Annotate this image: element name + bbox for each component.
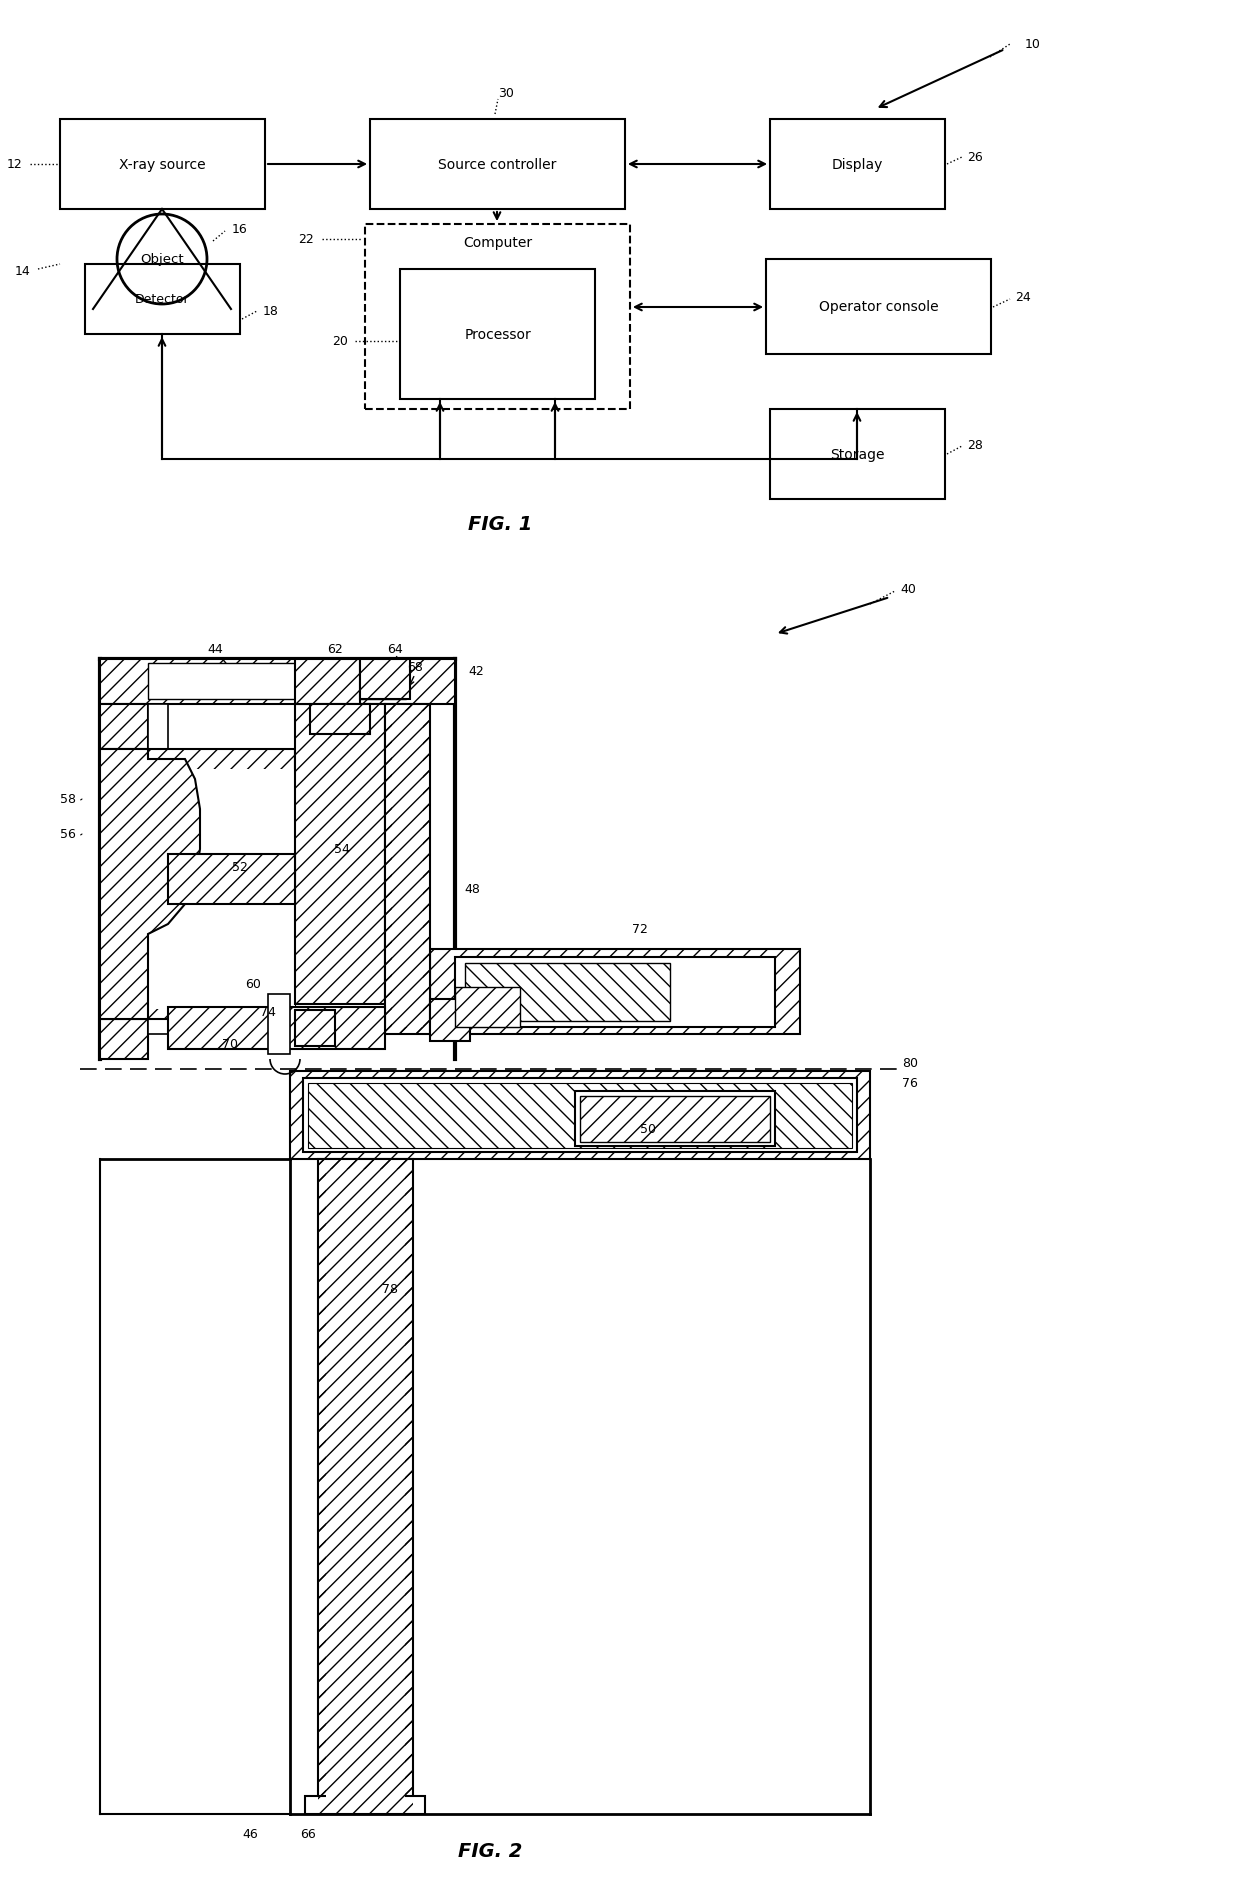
Bar <box>100 659 455 705</box>
Text: 62: 62 <box>327 642 343 655</box>
Text: 70: 70 <box>222 1037 238 1050</box>
Bar <box>317 1160 413 1813</box>
Bar <box>317 1160 413 1813</box>
Text: 22: 22 <box>299 234 314 246</box>
Bar <box>370 119 625 210</box>
Bar <box>295 1011 335 1047</box>
Bar <box>770 410 945 501</box>
Text: 10: 10 <box>1025 38 1040 51</box>
Bar <box>384 705 430 1035</box>
Text: 48: 48 <box>464 882 480 895</box>
Bar <box>326 1169 405 1810</box>
Bar <box>401 270 595 400</box>
Text: 76: 76 <box>901 1077 918 1090</box>
Bar <box>308 1084 852 1149</box>
Bar <box>305 1796 425 1813</box>
Bar <box>430 950 800 1035</box>
Text: 54: 54 <box>334 842 350 856</box>
Text: 16: 16 <box>232 223 248 236</box>
Text: 26: 26 <box>967 151 983 164</box>
Text: 14: 14 <box>14 264 30 278</box>
Bar <box>384 705 430 1035</box>
Text: 40: 40 <box>900 584 916 597</box>
Bar <box>148 769 295 1009</box>
Text: Object: Object <box>140 253 184 266</box>
Bar <box>148 663 405 699</box>
Text: 72: 72 <box>632 924 649 937</box>
Text: 42: 42 <box>469 665 484 678</box>
Text: 50: 50 <box>640 1122 656 1135</box>
Bar <box>580 1096 770 1143</box>
Text: Processor: Processor <box>464 329 531 342</box>
Text: Source controller: Source controller <box>438 159 557 172</box>
Text: 44: 44 <box>207 642 223 655</box>
Text: 18: 18 <box>263 306 279 319</box>
Text: 64: 64 <box>387 642 403 655</box>
Text: 66: 66 <box>300 1827 316 1840</box>
Bar <box>268 994 290 1054</box>
Bar <box>430 999 470 1041</box>
Bar <box>455 988 520 1028</box>
Text: 46: 46 <box>242 1827 258 1840</box>
Text: 20: 20 <box>332 336 348 348</box>
Text: 80: 80 <box>901 1058 918 1069</box>
Bar <box>86 264 241 334</box>
Text: Detector: Detector <box>135 293 190 306</box>
Text: X-ray source: X-ray source <box>119 159 206 172</box>
Bar <box>295 659 360 705</box>
Bar <box>465 963 670 1022</box>
Text: 68: 68 <box>407 661 423 674</box>
Bar <box>303 1079 857 1152</box>
Text: 74: 74 <box>260 1007 277 1018</box>
Text: FIG. 2: FIG. 2 <box>458 1842 522 1861</box>
Bar <box>167 1007 384 1050</box>
Bar <box>392 712 423 1028</box>
Bar <box>100 705 148 1060</box>
Text: 30: 30 <box>498 87 513 100</box>
Text: 60: 60 <box>246 979 260 992</box>
Bar <box>310 705 370 735</box>
Bar <box>770 119 945 210</box>
Bar <box>360 659 410 699</box>
Polygon shape <box>100 750 200 1020</box>
Bar <box>167 854 295 905</box>
Bar <box>766 261 991 355</box>
Bar <box>148 705 167 1035</box>
Text: Display: Display <box>832 159 883 172</box>
Text: 28: 28 <box>967 440 983 451</box>
Text: FIG. 1: FIG. 1 <box>467 516 532 535</box>
Text: 24: 24 <box>1016 291 1030 304</box>
Bar <box>365 225 630 410</box>
Bar <box>100 750 295 1020</box>
Text: Computer: Computer <box>463 236 532 249</box>
Bar <box>60 119 265 210</box>
Text: 12: 12 <box>6 159 22 172</box>
Bar <box>430 950 800 1035</box>
Bar <box>295 705 384 1005</box>
Text: 56: 56 <box>60 827 76 841</box>
Text: Operator console: Operator console <box>818 300 939 314</box>
Text: 52: 52 <box>232 861 248 875</box>
Bar <box>455 958 775 1028</box>
Text: Storage: Storage <box>831 448 885 461</box>
Bar <box>575 1092 775 1147</box>
Bar <box>290 1071 870 1160</box>
Text: 78: 78 <box>382 1283 398 1296</box>
Text: 58: 58 <box>60 793 76 807</box>
